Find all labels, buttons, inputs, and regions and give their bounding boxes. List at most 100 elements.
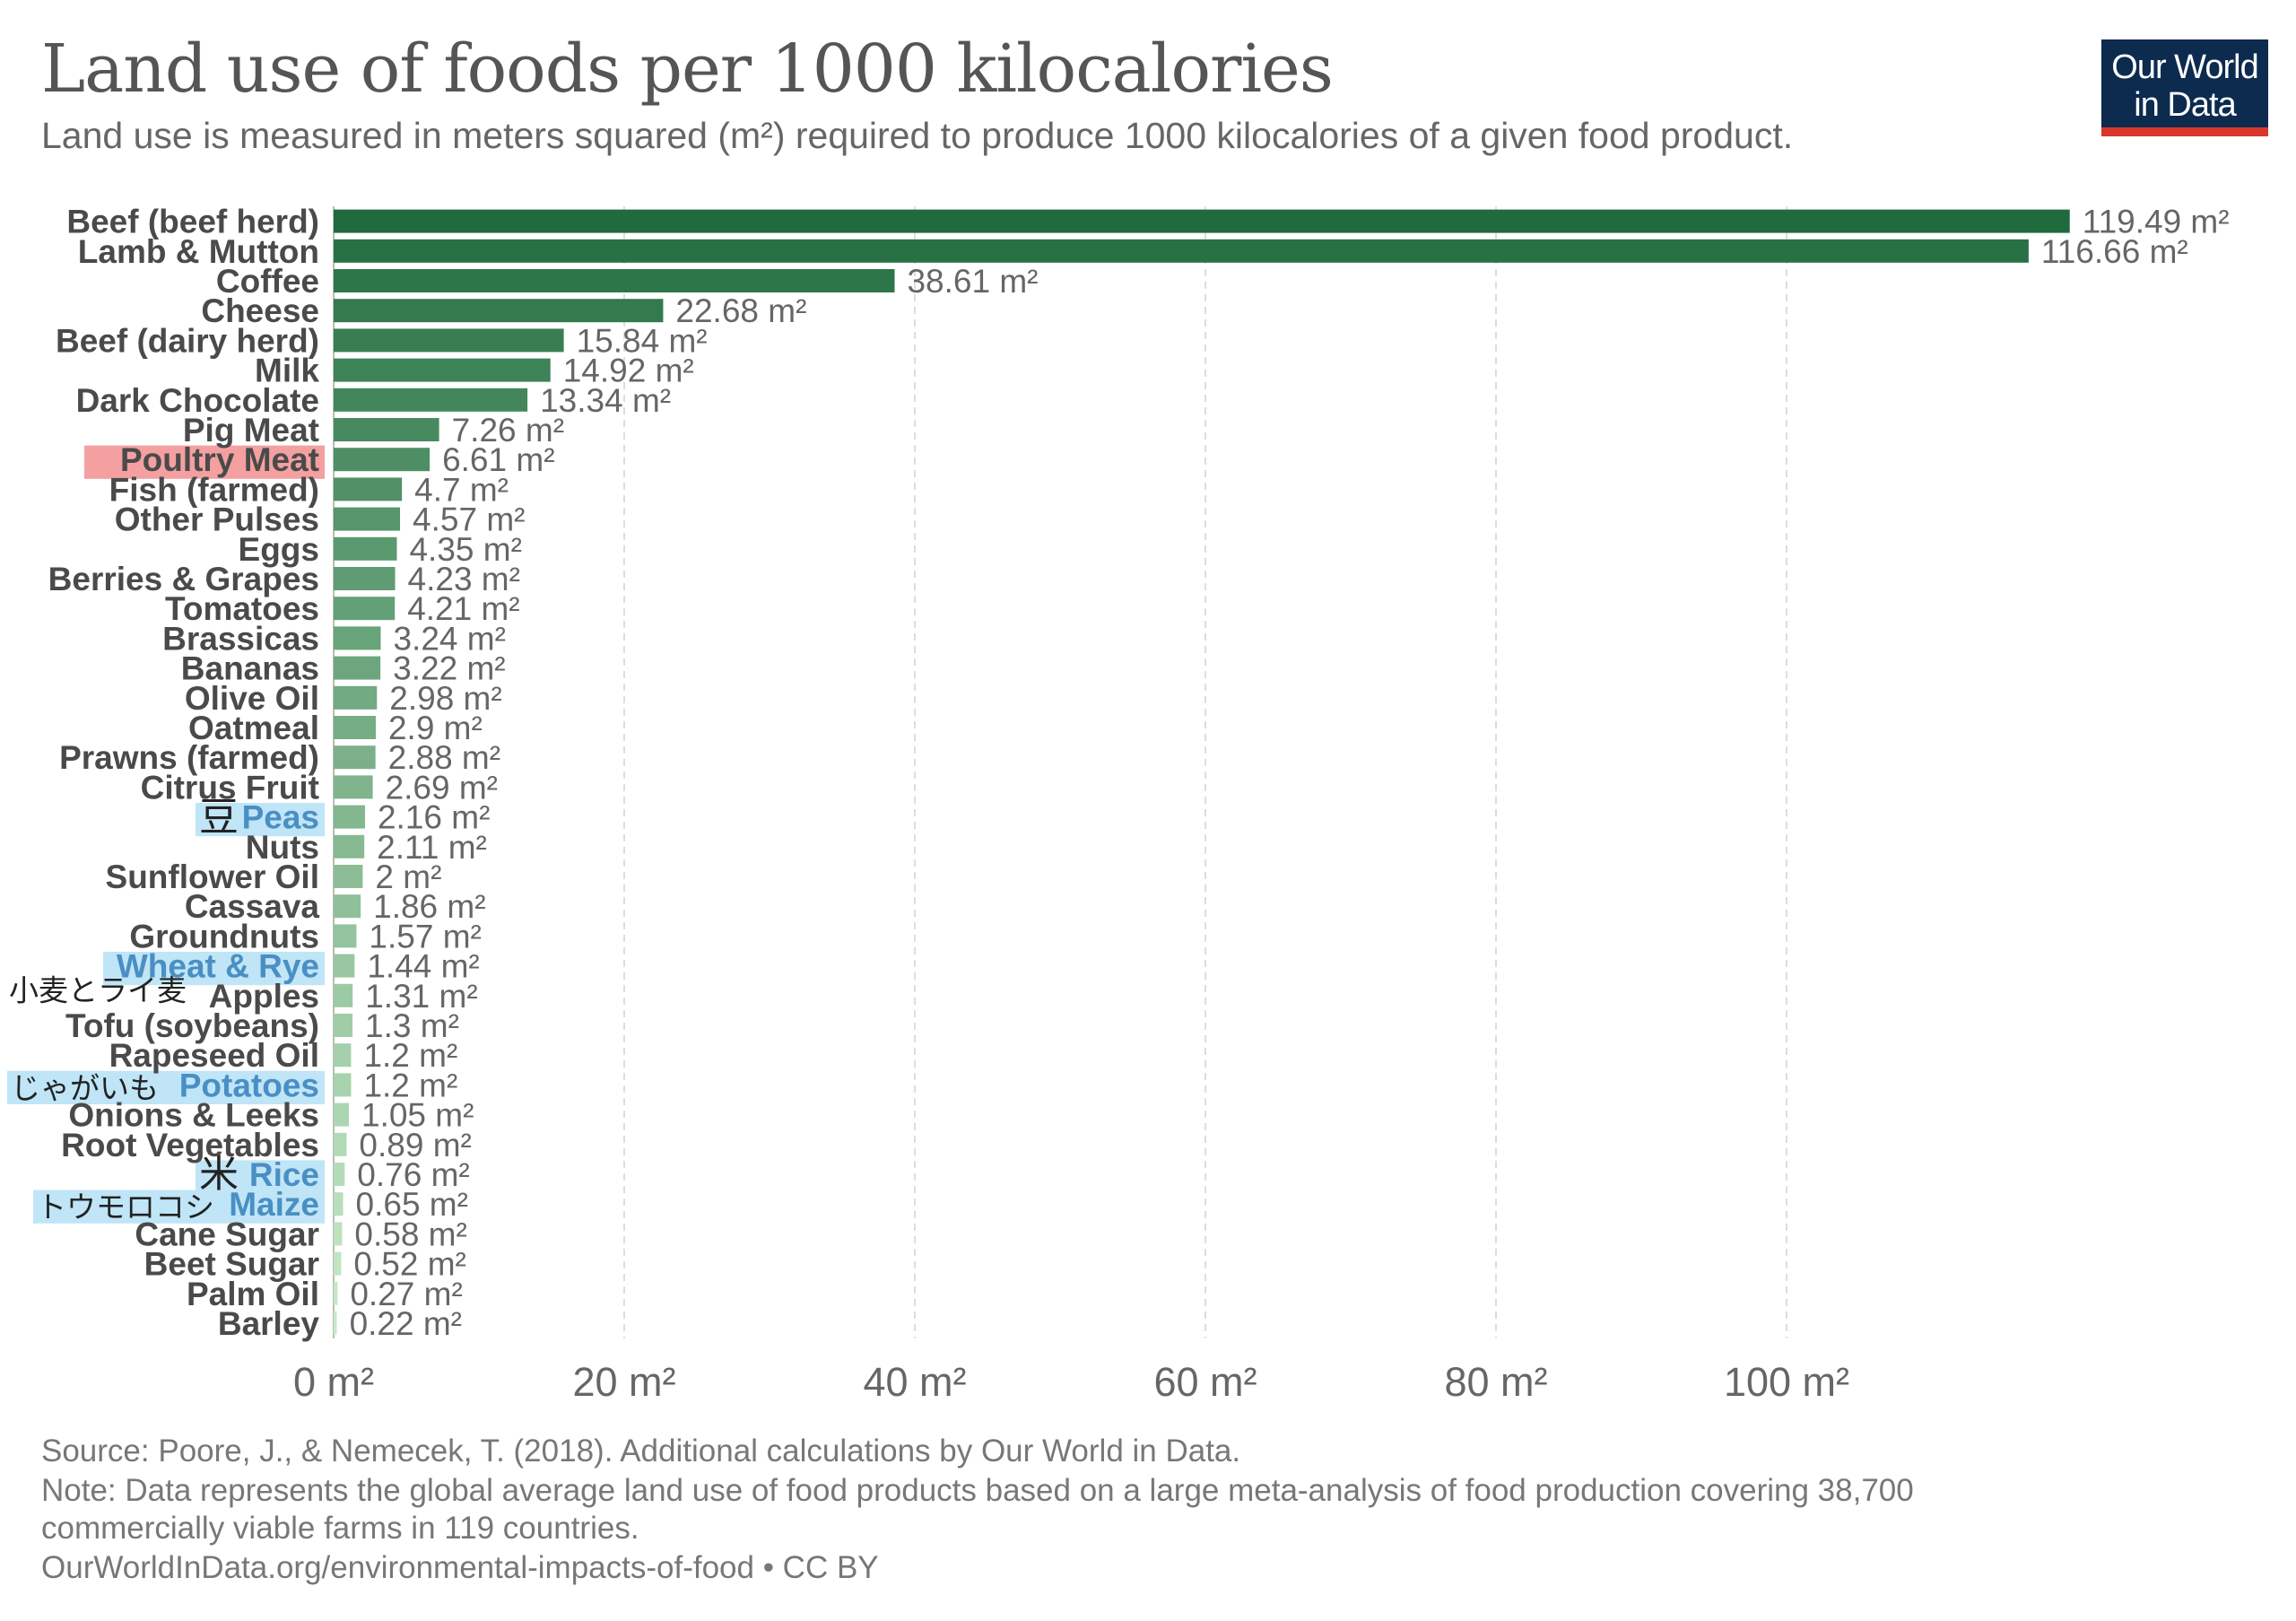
- category-label: Eggs: [239, 531, 319, 568]
- category-label: Palm Oil: [187, 1276, 319, 1312]
- x-tick-label: 20 m²: [572, 1359, 675, 1399]
- highlight-poultry-meat: [84, 445, 325, 479]
- value-label: 0.89 m²: [359, 1127, 471, 1163]
- bar[interactable]: [334, 388, 528, 412]
- bar[interactable]: [334, 745, 376, 770]
- bar[interactable]: [334, 358, 551, 382]
- bar[interactable]: [334, 716, 376, 739]
- annotation-maize: トウモロコシ: [37, 1190, 214, 1224]
- value-label: 0.58 m²: [354, 1216, 466, 1252]
- x-tick-label: 80 m²: [1444, 1359, 1547, 1399]
- chart-title: Land use of foods per 1000 kilocalories: [41, 31, 1334, 108]
- bar[interactable]: [334, 418, 439, 441]
- source-note: Source: Poore, J., & Nemecek, T. (2018).…: [41, 1434, 1241, 1468]
- category-label: Maize: [229, 1186, 319, 1223]
- bar[interactable]: [334, 924, 357, 948]
- value-label: 0.52 m²: [353, 1246, 465, 1283]
- category-label: Wheat & Rye: [117, 948, 319, 985]
- highlight-peas: [196, 803, 325, 837]
- value-label: 2.98 m²: [389, 680, 501, 717]
- category-label: Oatmeal: [188, 710, 319, 746]
- highlight-rice: [196, 1160, 325, 1194]
- bar[interactable]: [334, 477, 403, 501]
- category-label: Tomatoes: [165, 590, 319, 627]
- bar[interactable]: [334, 626, 381, 650]
- bar[interactable]: [334, 894, 361, 919]
- value-label: 4.21 m²: [407, 590, 519, 627]
- bar[interactable]: [334, 983, 353, 1007]
- bar[interactable]: [334, 1073, 352, 1097]
- category-label: Beef (dairy herd): [56, 322, 319, 359]
- category-label: Rice: [249, 1156, 319, 1193]
- bars: [334, 209, 2070, 1335]
- bar[interactable]: [334, 1043, 352, 1068]
- value-label: 14.92 m²: [563, 353, 694, 389]
- bar[interactable]: [334, 1312, 337, 1335]
- x-axis-ticks: 0 m² 20 m² 40 m² 60 m² 80 m² 100 m²: [293, 1359, 1849, 1399]
- bar[interactable]: [334, 1102, 350, 1127]
- value-label: 4.7 m²: [414, 471, 509, 508]
- bar[interactable]: [334, 299, 664, 323]
- bar[interactable]: [334, 1014, 353, 1037]
- bar[interactable]: [334, 834, 365, 858]
- value-label: 1.2 m²: [363, 1067, 457, 1103]
- category-label: Groundnuts: [129, 918, 319, 954]
- category-label: Peas: [242, 799, 319, 836]
- category-label: Tofu (soybeans): [65, 1007, 319, 1044]
- bar[interactable]: [334, 567, 396, 590]
- bar[interactable]: [334, 1192, 344, 1216]
- bar[interactable]: [334, 685, 378, 710]
- bar[interactable]: [334, 328, 564, 353]
- value-label: 1.31 m²: [365, 978, 477, 1015]
- value-label: 15.84 m²: [577, 322, 708, 359]
- bar[interactable]: [334, 865, 363, 888]
- bar[interactable]: [334, 954, 355, 978]
- gridlines: [333, 206, 1787, 1338]
- logo-line-2: in Data: [2134, 86, 2236, 124]
- category-label: Nuts: [246, 829, 319, 866]
- bar[interactable]: [334, 597, 396, 621]
- bar[interactable]: [334, 1281, 338, 1305]
- bar[interactable]: [334, 239, 2029, 263]
- bar[interactable]: [334, 1132, 347, 1156]
- value-label: 2.88 m²: [388, 739, 500, 776]
- x-tick-label: 60 m²: [1153, 1359, 1257, 1399]
- x-tick-label: 0 m²: [293, 1359, 374, 1399]
- owid-logo[interactable]: Our World in Data: [2101, 39, 2268, 136]
- bar[interactable]: [334, 1251, 342, 1276]
- bar[interactable]: [334, 536, 397, 561]
- category-label: Brassicas: [162, 620, 319, 657]
- value-label: 2.16 m²: [378, 799, 490, 836]
- x-tick-label: 40 m²: [863, 1359, 966, 1399]
- category-label: Beet Sugar: [144, 1246, 319, 1283]
- bar[interactable]: [334, 775, 373, 799]
- bar[interactable]: [334, 656, 381, 680]
- bar[interactable]: [334, 269, 895, 292]
- value-label: 2.69 m²: [386, 769, 498, 806]
- bar[interactable]: [334, 1163, 345, 1186]
- category-label: Poultry Meat: [120, 441, 319, 478]
- bar[interactable]: [334, 805, 365, 829]
- bar[interactable]: [334, 209, 2070, 233]
- url-license[interactable]: OurWorldInData.org/environmental-impacts…: [41, 1550, 879, 1585]
- value-label: 0.65 m²: [356, 1186, 468, 1223]
- bar[interactable]: [334, 448, 430, 472]
- bar[interactable]: [334, 507, 401, 531]
- annotation-wheat-rye: 小麦とライ麦: [9, 973, 187, 1008]
- value-label: 1.57 m²: [369, 918, 481, 954]
- category-label: Cheese: [201, 292, 319, 329]
- category-label: Olive Oil: [185, 680, 319, 717]
- highlight-potatoes: [7, 1070, 325, 1104]
- note-line-2: commercially viable farms in 119 countri…: [41, 1511, 639, 1546]
- x-tick-label: 100 m²: [1724, 1359, 1849, 1399]
- value-label: 22.68 m²: [675, 292, 806, 329]
- category-label: Milk: [255, 353, 319, 389]
- category-label: Sunflower Oil: [106, 858, 319, 895]
- value-label: 1.44 m²: [367, 948, 479, 985]
- bar[interactable]: [334, 1222, 343, 1246]
- category-label: Onions & Leeks: [68, 1097, 319, 1134]
- value-label: 2 m²: [375, 858, 441, 895]
- value-label: 7.26 m²: [452, 412, 564, 449]
